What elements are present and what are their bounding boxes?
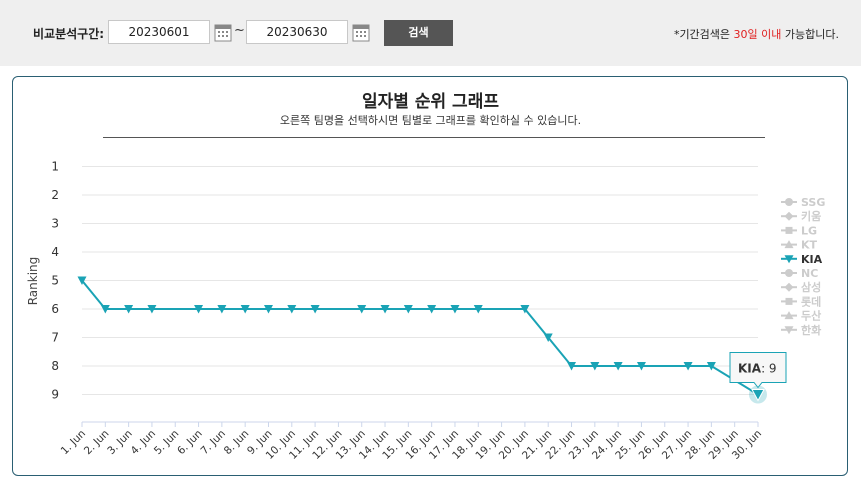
period-note: *기간검색은 30일 이내 가능합니다. xyxy=(673,28,839,41)
legend-item-LG[interactable]: LG xyxy=(801,224,817,237)
legend-marker[interactable] xyxy=(785,226,793,234)
legend-marker[interactable] xyxy=(785,198,793,206)
data-point[interactable] xyxy=(310,305,320,314)
y-tick-label: 4 xyxy=(51,245,59,259)
y-tick-label: 9 xyxy=(51,388,59,402)
legend-marker[interactable] xyxy=(784,240,794,249)
data-point[interactable] xyxy=(147,305,157,314)
data-point[interactable] xyxy=(636,362,646,371)
legend-item-SSG[interactable]: SSG xyxy=(801,196,825,209)
data-point[interactable] xyxy=(520,305,530,314)
y-tick-label: 5 xyxy=(51,274,59,288)
data-point[interactable] xyxy=(543,333,553,343)
legend-item-키움[interactable]: 키움 xyxy=(801,209,821,223)
x-tick-label: 3. Jun xyxy=(105,428,135,458)
chart-title: 일자별 순위 그래프 xyxy=(362,92,499,112)
data-point[interactable] xyxy=(357,305,367,314)
legend-item-두산[interactable]: 두산 xyxy=(801,309,821,323)
legend-marker[interactable] xyxy=(784,255,794,264)
data-point[interactable] xyxy=(77,276,87,286)
start-date-input[interactable]: 20230601 xyxy=(108,20,210,44)
legend-item-KIA[interactable]: KIA xyxy=(801,253,823,266)
x-tick-label: 1. Jun xyxy=(59,428,89,458)
data-point[interactable] xyxy=(287,305,297,314)
legend-marker[interactable] xyxy=(784,211,794,221)
data-point[interactable] xyxy=(706,362,716,371)
legend-marker[interactable] xyxy=(784,326,794,335)
x-tick-label: 6. Jun xyxy=(175,428,205,458)
x-tick-label: 5. Jun xyxy=(152,428,182,458)
data-point[interactable] xyxy=(263,305,273,314)
chart-panel xyxy=(12,76,848,476)
calendar-icon[interactable] xyxy=(214,22,232,42)
x-tick-label: 8. Jun xyxy=(222,428,252,458)
data-point[interactable] xyxy=(100,305,110,314)
data-point[interactable] xyxy=(403,305,413,314)
y-tick-label: 6 xyxy=(51,302,59,316)
legend-item-롯데[interactable]: 롯데 xyxy=(801,294,821,308)
x-tick-label: 4. Jun xyxy=(129,428,159,458)
y-tick-label: 2 xyxy=(51,188,59,202)
search-button[interactable]: 검색 xyxy=(384,20,453,46)
y-tick-label: 3 xyxy=(51,217,59,231)
data-point[interactable] xyxy=(240,305,250,314)
legend-marker[interactable] xyxy=(785,269,793,277)
chart-subtitle: 오른쪽 팀명을 선택하시면 팀별로 그래프를 확인하실 수 있습니다. xyxy=(279,114,582,127)
legend-item-삼성[interactable]: 삼성 xyxy=(801,280,821,294)
data-point[interactable] xyxy=(450,305,460,314)
period-label: 비교분석구간: xyxy=(33,27,105,41)
data-point[interactable] xyxy=(590,362,600,371)
legend-item-한화[interactable]: 한화 xyxy=(801,323,821,337)
data-point[interactable] xyxy=(217,305,227,314)
legend-marker[interactable] xyxy=(784,311,794,320)
data-point[interactable] xyxy=(567,362,577,371)
data-point[interactable] xyxy=(473,305,483,314)
data-point[interactable] xyxy=(124,305,134,314)
legend-marker[interactable] xyxy=(784,282,794,292)
data-point[interactable] xyxy=(194,305,204,314)
y-axis-label: Ranking xyxy=(26,257,40,306)
tooltip-text: KIA: 9 xyxy=(738,362,777,376)
data-point[interactable] xyxy=(751,389,765,402)
legend-marker[interactable] xyxy=(785,297,793,305)
y-tick-label: 1 xyxy=(51,160,59,174)
data-point[interactable] xyxy=(380,305,390,314)
calendar-icon[interactable] xyxy=(352,22,370,42)
title-divider xyxy=(103,137,765,138)
end-date-input[interactable]: 20230630 xyxy=(246,20,348,44)
legend-item-KT[interactable]: KT xyxy=(801,239,818,252)
data-point[interactable] xyxy=(613,362,623,371)
date-separator: ~ xyxy=(234,23,245,38)
legend-item-NC[interactable]: NC xyxy=(801,267,818,280)
y-tick-label: 7 xyxy=(51,331,59,345)
tooltip-box xyxy=(729,352,787,389)
data-point[interactable] xyxy=(427,305,437,314)
x-tick-label: 7. Jun xyxy=(198,428,228,458)
data-point[interactable] xyxy=(683,362,693,371)
x-tick-label: 2. Jun xyxy=(82,428,112,458)
y-tick-label: 8 xyxy=(51,359,59,373)
